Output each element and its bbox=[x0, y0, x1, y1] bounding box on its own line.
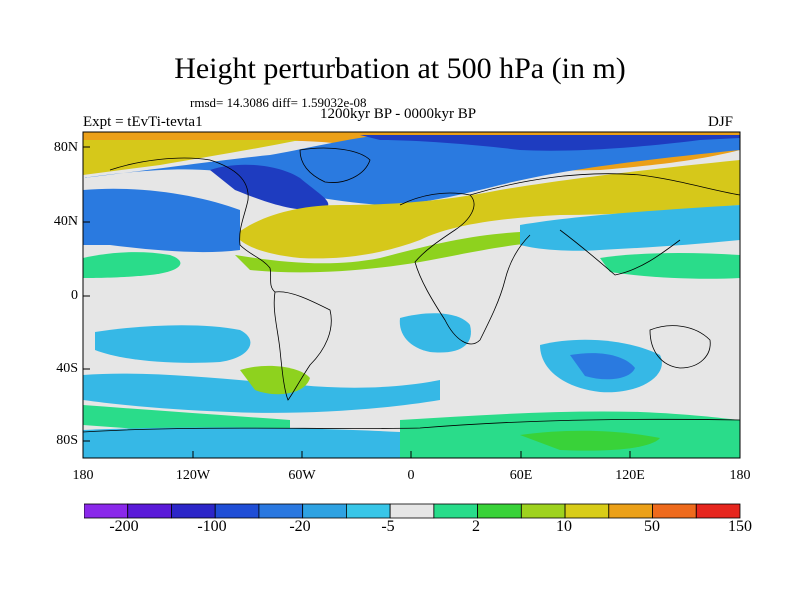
colorbar-label: 50 bbox=[644, 518, 660, 535]
field-region-indian-ocean-negative-core bbox=[570, 353, 635, 380]
map-title: Height perturbation at 500 hPa (in m) bbox=[174, 52, 626, 85]
field-region-northern-negative-band bbox=[83, 135, 740, 205]
experiment-label: Expt = tEvTi-tevta1 bbox=[83, 114, 203, 130]
colorbar-swatch bbox=[477, 503, 522, 519]
field-region-antarctic-positive-core bbox=[520, 430, 660, 451]
colorbar-swatch bbox=[389, 503, 435, 519]
field-region-antarctic-negative bbox=[83, 427, 400, 458]
colorbar-label: 150 bbox=[728, 518, 752, 535]
field-region-south-atlantic-negative bbox=[399, 313, 471, 353]
lat-tick-label: 40N bbox=[53, 214, 78, 229]
colorbar-label: -5 bbox=[381, 518, 395, 535]
coastline-europe-africa bbox=[399, 192, 531, 345]
lat-tick-label: 80N bbox=[53, 140, 78, 155]
colorbar-label: -20 bbox=[289, 518, 311, 535]
field-region-asia-negative-band bbox=[520, 205, 740, 251]
coastlines bbox=[83, 147, 740, 433]
colorbar-swatch bbox=[214, 503, 260, 519]
colorbar-swatch bbox=[84, 503, 129, 519]
lon-tick-label: 60W bbox=[288, 468, 316, 483]
colorbar-swatch bbox=[433, 503, 478, 519]
field-region-northern-deep-negative bbox=[360, 135, 740, 151]
coastline-asia bbox=[469, 173, 740, 276]
field-region-tropical-positive-west bbox=[83, 252, 181, 278]
colorbar-swatch bbox=[302, 503, 347, 519]
coastline-antarctica bbox=[83, 418, 740, 433]
lon-tick-label: 60E bbox=[509, 468, 533, 483]
colorbar-swatch bbox=[520, 503, 566, 519]
lon-tick-label: 120W bbox=[175, 468, 211, 483]
colorbar-swatch bbox=[127, 503, 172, 519]
colorbar-label: -200 bbox=[109, 518, 139, 535]
coastline-south-america bbox=[273, 291, 332, 401]
field-region-south-pacific-negative bbox=[95, 325, 251, 363]
colorbar-swatch bbox=[608, 503, 653, 519]
field-region-tropical-positive-east bbox=[600, 253, 740, 279]
colorbar-swatch bbox=[258, 503, 304, 519]
field-region-arctic-high bbox=[83, 140, 300, 175]
field-region-midlatitude-negative-band bbox=[83, 188, 240, 253]
colorbar-swatch bbox=[345, 503, 391, 519]
colorbar bbox=[84, 503, 741, 519]
lon-tick-label: 120E bbox=[615, 468, 645, 483]
coastline-australia bbox=[649, 325, 711, 369]
lat-tick-label: 80S bbox=[56, 433, 78, 448]
colorbar-swatch bbox=[564, 503, 610, 519]
colorbar-label: 2 bbox=[472, 518, 480, 535]
field-region-atlantic-positive-band bbox=[235, 160, 740, 259]
lon-tick-label: 0 bbox=[407, 468, 415, 483]
stats-text: rmsd= 14.3086 diff= 1.59032e-08 bbox=[190, 95, 367, 110]
lat-tick-label: 40S bbox=[56, 361, 78, 376]
colorbar-label: -100 bbox=[197, 518, 227, 535]
lon-tick-label: 180 bbox=[72, 468, 94, 483]
field-region-atlantic-positive-fringe bbox=[235, 230, 560, 273]
map-ticks bbox=[83, 146, 631, 458]
colorbar-swatch bbox=[695, 503, 741, 519]
colorbar-swatch bbox=[652, 503, 697, 519]
coastline-greenland bbox=[299, 147, 371, 183]
colorbar-swatch bbox=[171, 503, 216, 519]
lon-tick-label: 180 bbox=[729, 468, 751, 483]
coastline-north-america bbox=[109, 157, 276, 293]
map-field bbox=[83, 132, 740, 458]
colorbar-label: 10 bbox=[556, 518, 572, 535]
field-region-patagonia-positive bbox=[240, 365, 310, 395]
period-text: 1200kyr BP - 0000kyr BP bbox=[320, 106, 477, 122]
lat-tick-label: 0 bbox=[71, 288, 78, 303]
season-label: DJF bbox=[708, 114, 734, 130]
field-region-southern-ocean-negative bbox=[83, 373, 440, 413]
